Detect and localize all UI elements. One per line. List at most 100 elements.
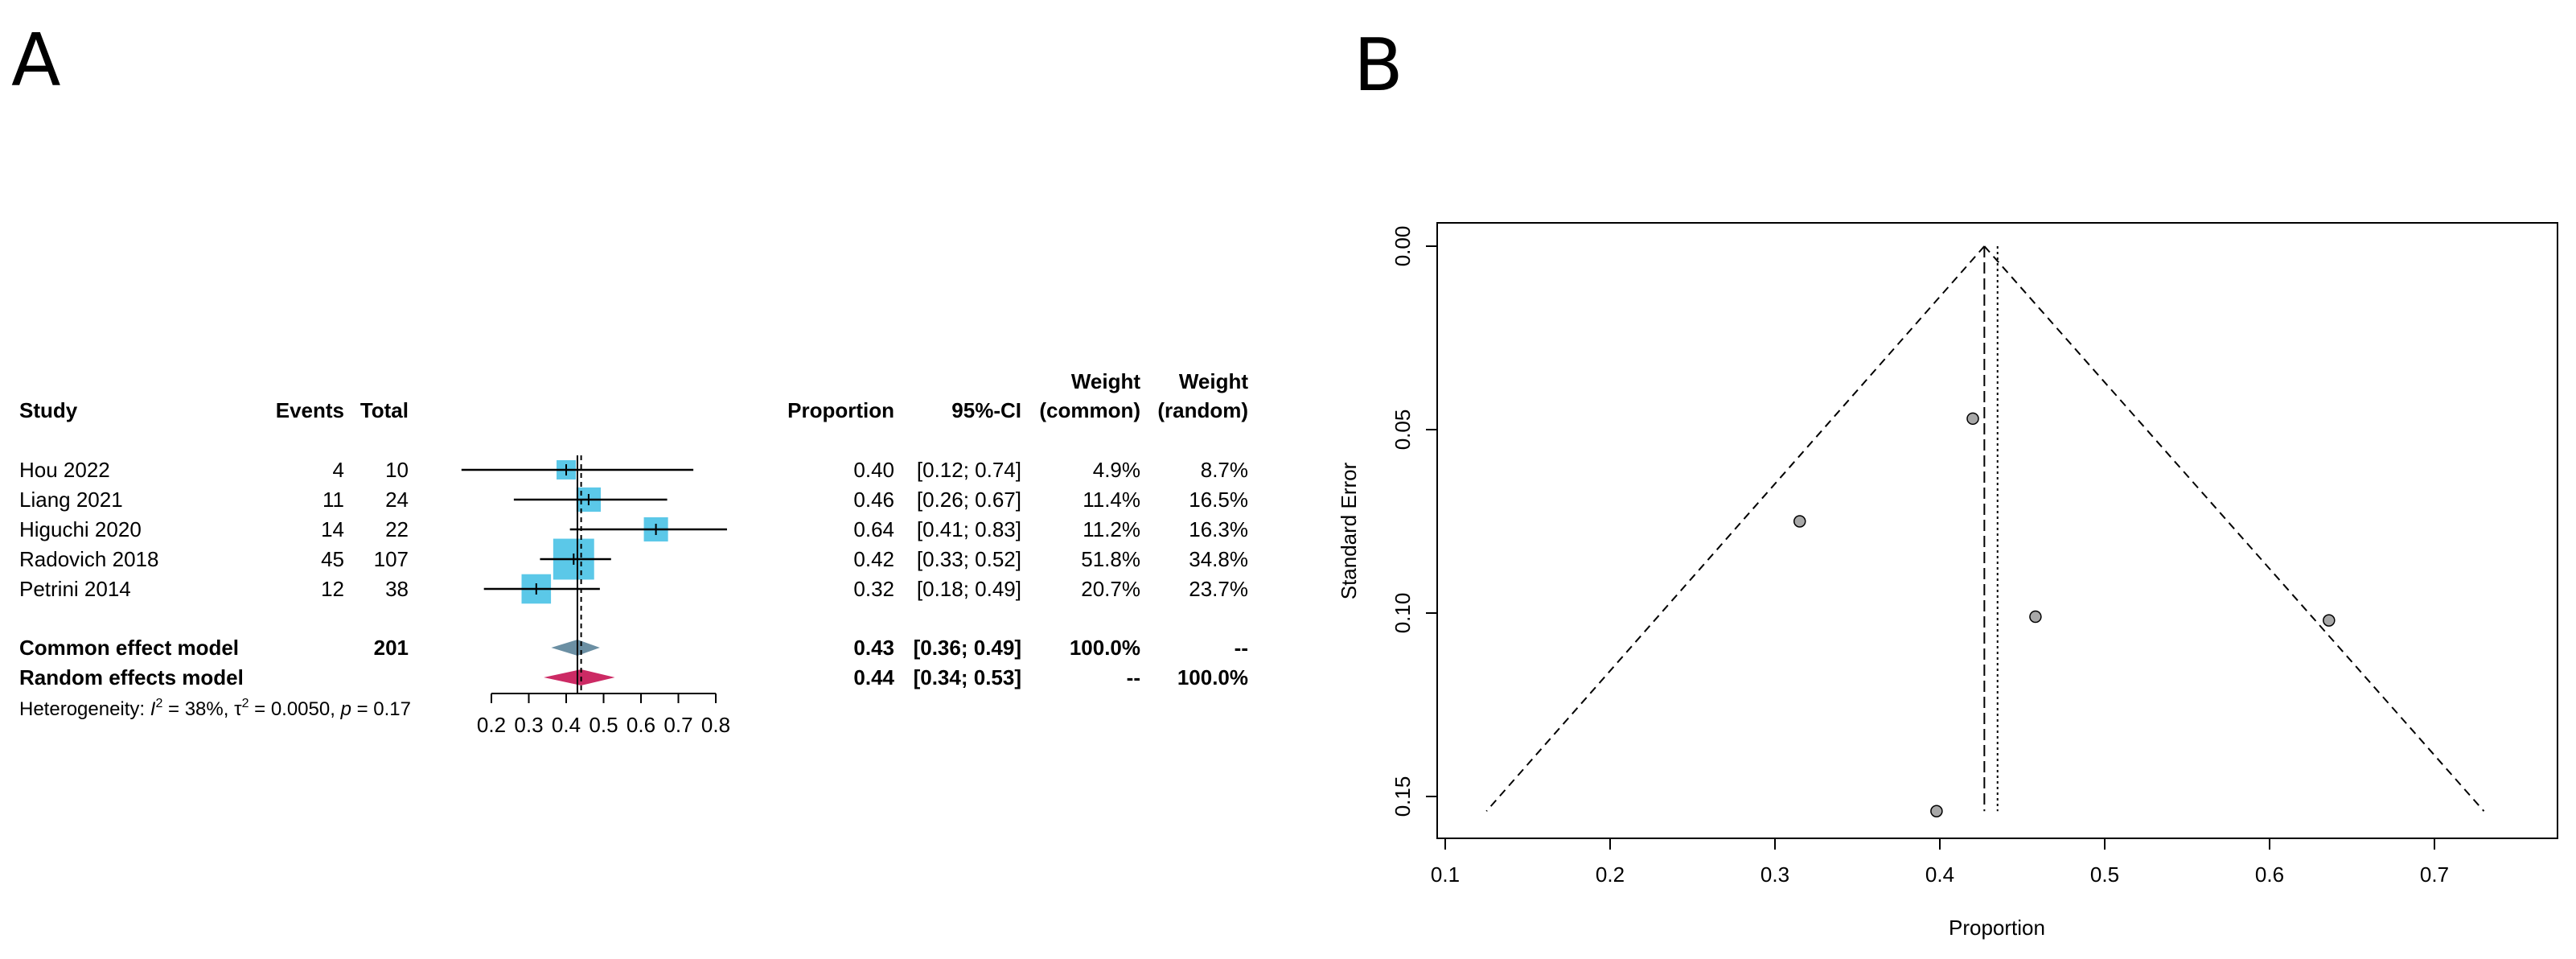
model-total: 201 <box>374 636 409 660</box>
study-name: Petrini 2014 <box>19 577 131 601</box>
funnel-x-tick-label: 0.7 <box>2420 862 2449 887</box>
heterogeneity-tau2-sup: 2 <box>242 697 249 710</box>
ci-value: [0.41; 0.83] <box>917 517 1021 541</box>
heterogeneity-tau2: τ <box>234 698 242 720</box>
funnel-left-boundary <box>1485 245 1986 812</box>
funnel-plot-frame <box>1436 222 2558 839</box>
total-value: 107 <box>374 547 409 571</box>
heterogeneity-text: Heterogeneity: I2 = 38%, τ2 = 0.0050, p … <box>19 697 411 720</box>
panel-label-b: B <box>1354 23 1403 108</box>
weight-common-header: (common) <box>1039 398 1140 422</box>
funnel-point <box>1966 412 1979 426</box>
weight-random-value: 16.3% <box>1189 517 1248 541</box>
proportion-value: 0.32 <box>853 577 894 601</box>
proportion-value: 0.46 <box>853 488 894 512</box>
total-value: 22 <box>385 517 409 541</box>
heterogeneity-p-value: = 0.17 <box>351 698 411 720</box>
model-ci: [0.34; 0.53] <box>914 665 1021 689</box>
weight-random-value: 16.5% <box>1189 488 1248 512</box>
funnel-x-tick-label: 0.1 <box>1431 862 1460 887</box>
funnel-y-tick-label: 0.00 <box>1391 226 1415 267</box>
proportion-value: 0.40 <box>853 458 894 482</box>
forest-graphics: 0.2 0.3 0.4 0.5 0.6 0.7 0.8 <box>461 455 730 737</box>
funnel-graphics: 0.1 0.2 0.3 0.4 0.5 0.6 0.7 0.00 0.05 0.10 0.15 <box>1391 226 2485 887</box>
weight-common-value: 4.9% <box>1093 458 1140 482</box>
model-proportion: 0.43 <box>853 636 894 660</box>
study-name: Radovich 2018 <box>19 547 158 571</box>
forest-x-tick-label: 0.8 <box>701 713 730 737</box>
model-name: Random effects model <box>19 665 244 689</box>
total-value: 38 <box>385 577 409 601</box>
weight-common-value: 51.8% <box>1081 547 1140 571</box>
funnel-x-axis-label: Proportion <box>1949 916 2045 940</box>
forest-x-tick-label: 0.7 <box>664 713 692 737</box>
ci-value: [0.18; 0.49] <box>917 577 1021 601</box>
funnel-y-tick-label: 0.15 <box>1391 776 1415 817</box>
funnel-right-boundary <box>1983 245 2485 812</box>
model-weight-common: -- <box>1127 665 1140 689</box>
funnel-y-tick-label: 0.10 <box>1391 593 1415 634</box>
total-value: 10 <box>385 458 409 482</box>
funnel-y-tick-label: 0.05 <box>1391 410 1415 451</box>
funnel-plot: 0.1 0.2 0.3 0.4 0.5 0.6 0.7 0.00 0.05 0.10 0.15 Pr… <box>1337 222 2558 940</box>
model-name: Common effect model <box>19 636 239 660</box>
weight-common-value: 20.7% <box>1081 577 1140 601</box>
weight-random-value: 23.7% <box>1189 577 1248 601</box>
forest-plot: Weight Weight Study Events Total Proport… <box>19 369 1248 737</box>
ci-value: [0.12; 0.74] <box>917 458 1021 482</box>
heterogeneity-prefix: Heterogeneity: <box>19 698 150 720</box>
funnel-x-tick-label: 0.2 <box>1596 862 1625 887</box>
weight-common-value: 11.2% <box>1083 517 1140 541</box>
total-header: Total <box>360 398 409 422</box>
funnel-point <box>1793 515 1806 528</box>
forest-x-tick-label: 0.4 <box>552 713 581 737</box>
weight-random-header-top: Weight <box>1179 369 1249 393</box>
model-weight-common: 100.0% <box>1070 636 1140 660</box>
weight-common-header-top: Weight <box>1071 369 1141 393</box>
model-ci: [0.36; 0.49] <box>914 636 1021 660</box>
funnel-x-tick-label: 0.3 <box>1760 862 1789 887</box>
forest-x-tick-label: 0.6 <box>627 713 655 737</box>
study-name: Higuchi 2020 <box>19 517 142 541</box>
forest-x-tick-label: 0.2 <box>477 713 506 737</box>
ci-value: [0.26; 0.67] <box>917 488 1021 512</box>
panel-label-a: A <box>11 19 61 103</box>
weight-random-value: 8.7% <box>1201 458 1248 482</box>
forest-x-tick-label: 0.3 <box>514 713 543 737</box>
model-proportion: 0.44 <box>853 665 894 689</box>
total-value: 24 <box>385 488 409 512</box>
weight-common-value: 11.4% <box>1083 488 1140 512</box>
ci-value: [0.33; 0.52] <box>917 547 1021 571</box>
ci-header: 95%-CI <box>951 398 1021 422</box>
study-header: Study <box>19 398 78 422</box>
common-effect-diamond <box>551 640 600 656</box>
model-weight-random: -- <box>1235 636 1248 660</box>
events-header: Events <box>276 398 344 422</box>
heterogeneity-tau2-value: = 0.0050, <box>249 698 340 720</box>
proportion-value: 0.64 <box>853 517 894 541</box>
funnel-point <box>2029 610 2042 624</box>
weight-random-value: 34.8% <box>1189 547 1248 571</box>
study-name: Hou 2022 <box>19 458 110 482</box>
heterogeneity-i2-sup: 2 <box>155 697 162 710</box>
study-name: Liang 2021 <box>19 488 123 512</box>
funnel-y-axis-label: Standard Error <box>1337 462 1361 599</box>
proportion-value: 0.42 <box>853 547 894 571</box>
funnel-point <box>1930 805 1943 817</box>
proportion-header: Proportion <box>787 398 894 422</box>
funnel-x-tick-label: 0.4 <box>1925 862 1954 887</box>
forest-rows: Hou 2022 4 10 0.40 [0.12; 0.74] 4.9% 8.7% Liang… <box>19 458 1248 689</box>
heterogeneity-p: p <box>340 698 351 720</box>
events-value: 12 <box>321 577 344 601</box>
funnel-x-tick-label: 0.5 <box>2090 862 2119 887</box>
forest-x-tick-label: 0.5 <box>589 713 618 737</box>
heterogeneity-i2-value: = 38%, <box>162 698 234 720</box>
model-weight-random: 100.0% <box>1177 665 1248 689</box>
weight-random-header: (random) <box>1157 398 1248 422</box>
funnel-point <box>2323 614 2336 627</box>
events-value: 11 <box>323 488 344 512</box>
events-value: 45 <box>321 547 344 571</box>
heterogeneity-i2: I <box>150 698 156 720</box>
random-effects-diamond <box>544 669 615 685</box>
